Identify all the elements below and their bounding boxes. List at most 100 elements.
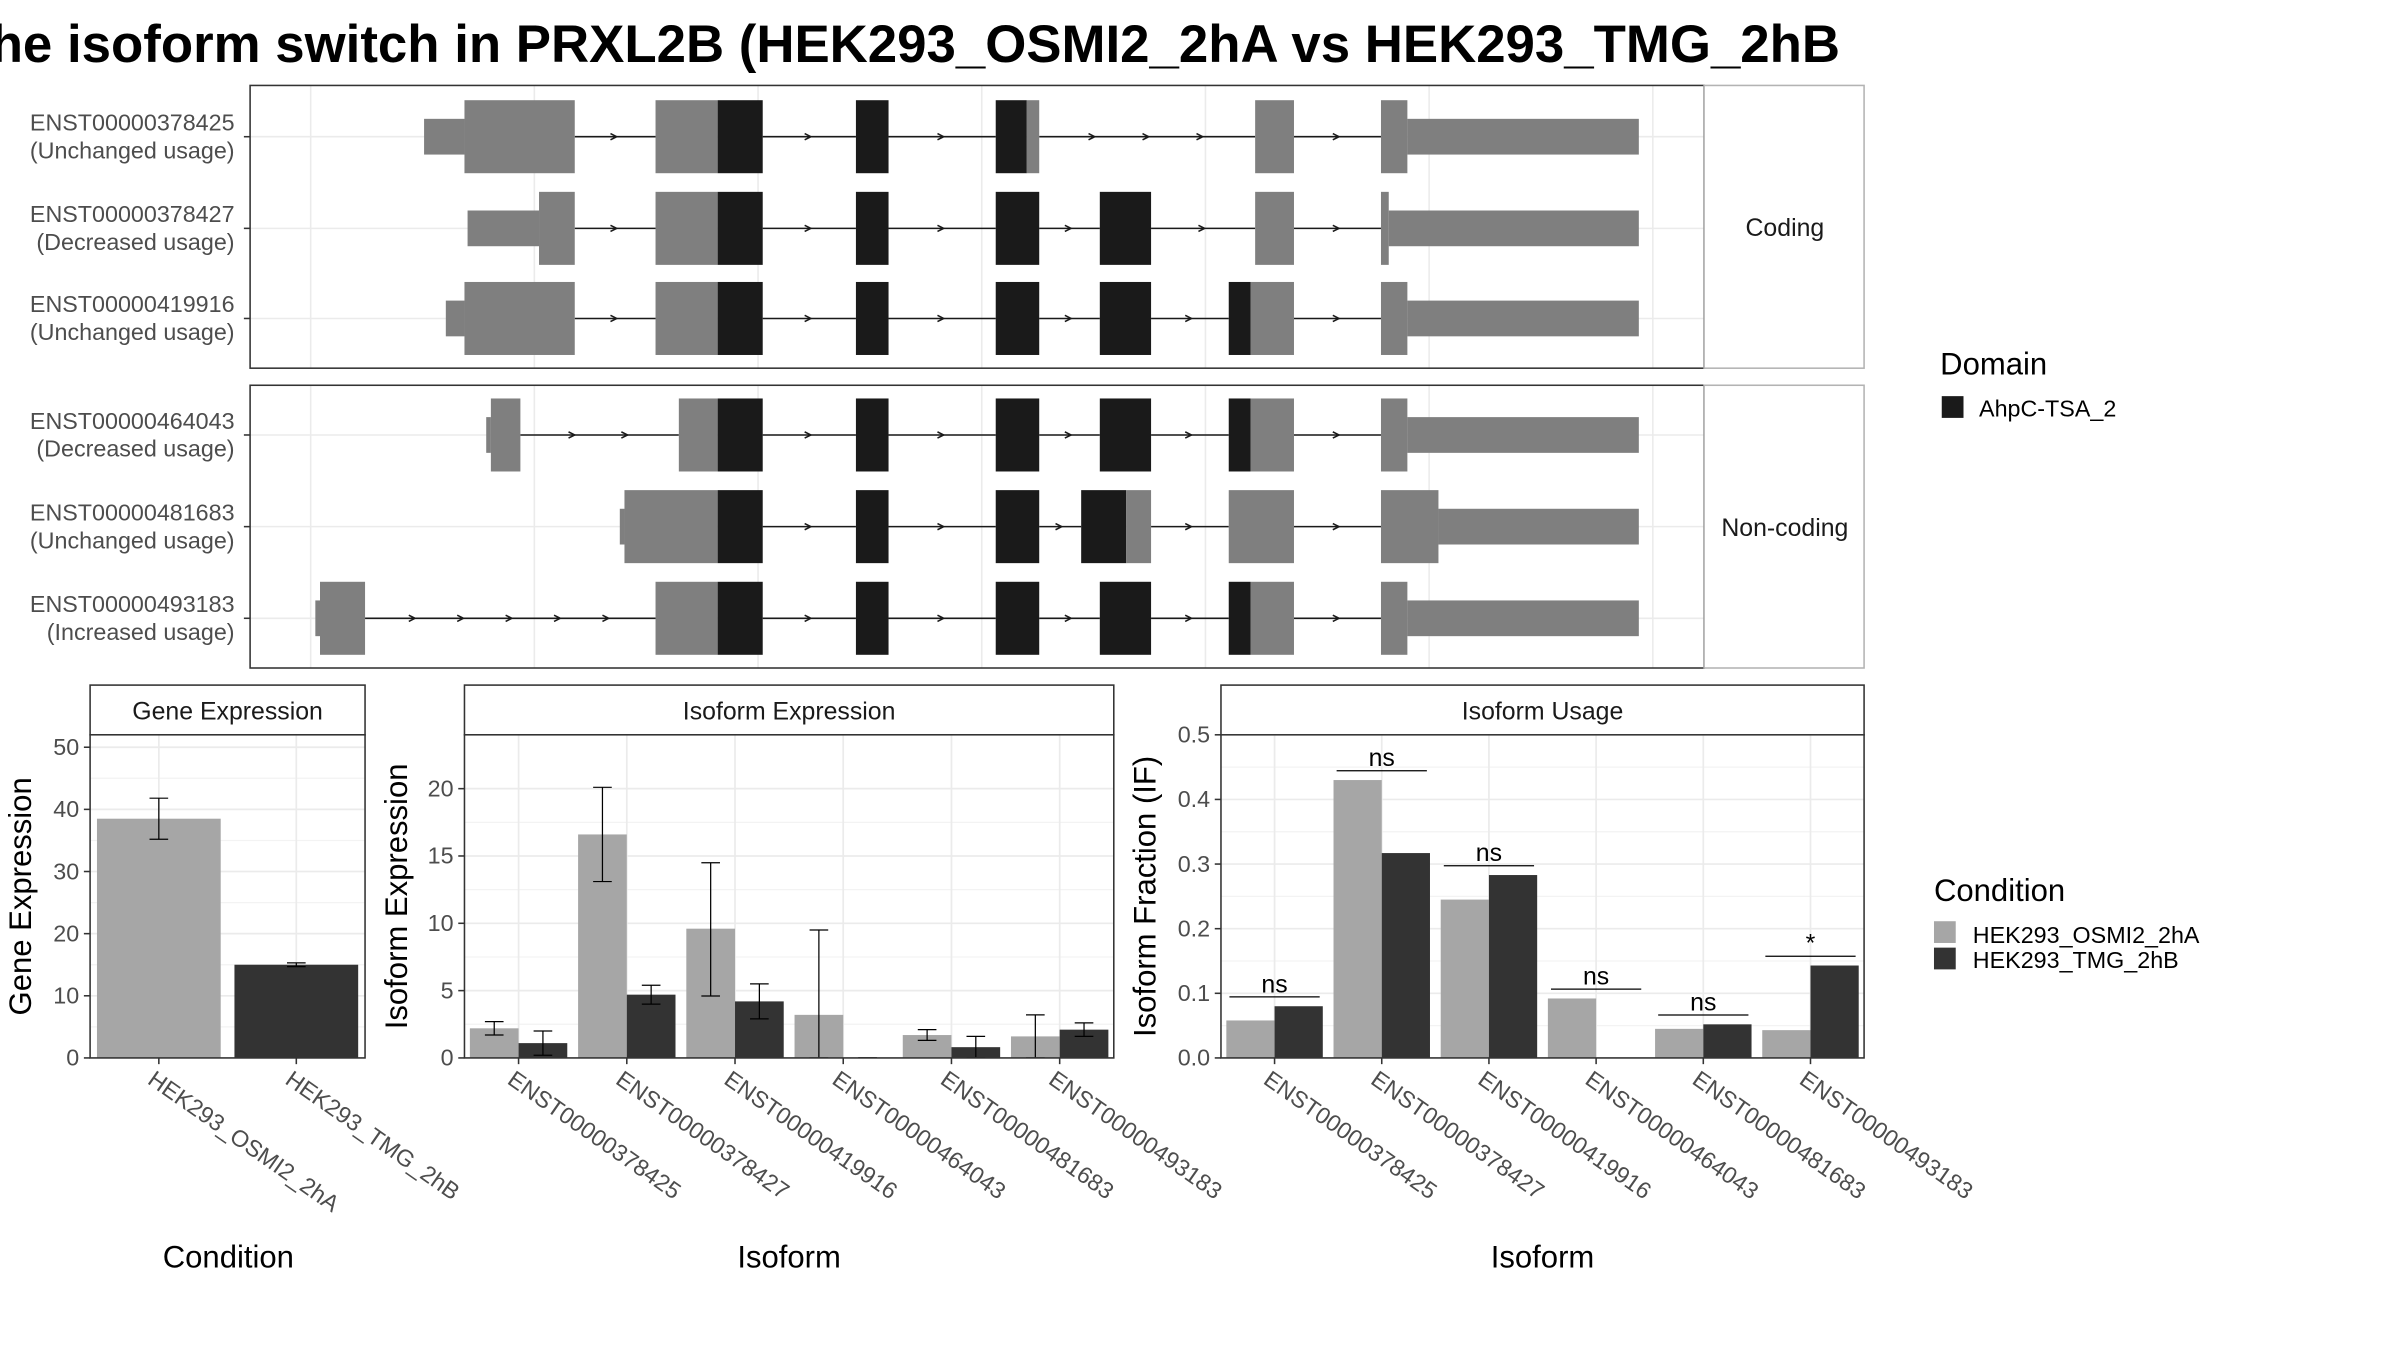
- domain-exon: [717, 191, 763, 265]
- y-tick-label: 0.4: [1178, 786, 1210, 812]
- coding-exon: [655, 281, 718, 355]
- intron-arrow: [621, 431, 630, 439]
- domain-exon: [1228, 398, 1251, 472]
- intron-arrow: [937, 522, 946, 531]
- y-tick-label: 0.5: [1178, 722, 1210, 748]
- bar: [1226, 1020, 1275, 1058]
- intron-arrow: [568, 431, 577, 439]
- x-tick-label: ENST00000419916: [1474, 1066, 1657, 1205]
- y-tick-label: 0.0: [1178, 1045, 1210, 1071]
- coding-exon: [655, 191, 718, 265]
- domain-exon: [717, 281, 763, 355]
- utr-exon: [1438, 508, 1639, 545]
- bar: [902, 1035, 952, 1058]
- coding-exon: [539, 191, 575, 265]
- coding-exon: [1380, 281, 1408, 355]
- intron-arrow: [804, 614, 813, 623]
- coding-exon: [1255, 191, 1294, 265]
- condition-legend-label-b: HEK293_TMG_2hB: [1973, 947, 2179, 973]
- intron-arrow: [610, 224, 619, 233]
- bar: [1440, 899, 1489, 1058]
- y-tick-label: 30: [53, 858, 79, 884]
- intron-arrow: [456, 614, 466, 623]
- transcript-label: ENST00000378427 (Decreased usage): [30, 201, 235, 255]
- intron-arrow: [1088, 132, 1097, 141]
- intron-arrow: [1332, 132, 1341, 141]
- bar: [1762, 1030, 1811, 1058]
- utr-exon: [1407, 600, 1639, 637]
- coding-exon: [624, 490, 718, 564]
- significance-label: ns: [1690, 989, 1716, 1016]
- intron-arrow: [610, 314, 619, 323]
- domain-exon: [995, 398, 1040, 472]
- bar: [96, 818, 221, 1058]
- transcript-id: ENST00000481683: [30, 499, 235, 525]
- intron-arrow: [1064, 224, 1073, 233]
- intron-arrow: [937, 132, 946, 141]
- utr-exon: [1388, 210, 1639, 247]
- significance-label: ns: [1583, 963, 1609, 990]
- x-axis-title: Isoform: [1491, 1240, 1595, 1275]
- intron-arrow: [1064, 314, 1073, 323]
- x-tick-label: ENST00000378425: [503, 1066, 686, 1205]
- x-axis-title: Condition: [163, 1240, 294, 1275]
- domain-exon: [855, 191, 889, 265]
- panel-title: Gene Expression: [132, 698, 323, 725]
- x-tick-label: ENST00000481683: [1688, 1066, 1871, 1205]
- x-tick-label: ENST00000419916: [720, 1066, 903, 1205]
- utr-exon: [424, 118, 465, 155]
- y-tick-label: 0: [441, 1045, 454, 1071]
- condition-legend: Condition HEK293_OSMI2_2hA HEK293_TMG_2h…: [1933, 873, 2200, 973]
- intron-arrow: [804, 431, 813, 439]
- coding-exon: [1250, 398, 1294, 472]
- domain-legend: Domain AhpC-TSA_2: [1940, 346, 2116, 421]
- y-axis-title: Isoform Expression: [379, 764, 414, 1030]
- utr-exon: [1407, 118, 1639, 155]
- bar: [626, 994, 676, 1058]
- intron-arrow: [804, 314, 813, 323]
- bar: [1810, 965, 1859, 1058]
- intron-arrow: [1064, 614, 1073, 623]
- y-tick-label: 0.2: [1178, 915, 1210, 941]
- intron-arrow: [1184, 614, 1194, 623]
- coding-exon: [655, 581, 718, 655]
- transcript-usage: (Unchanged usage): [30, 319, 235, 345]
- intron-arrow: [937, 431, 946, 439]
- isoform-usage-panel: Isoform Usage 0.0 0.1 0.2 0.3 0.4 0.5 ns ENST000…: [1128, 684, 1978, 1275]
- coding-exon: [1228, 490, 1294, 564]
- transcript-usage: (Unchanged usage): [30, 137, 235, 163]
- significance-label: *: [1806, 931, 1816, 958]
- intron-arrow: [1332, 224, 1341, 233]
- intron-arrow: [1332, 431, 1341, 439]
- coding-exon: [1380, 100, 1408, 174]
- y-tick-label: 40: [53, 796, 79, 822]
- bar: [1333, 780, 1382, 1058]
- utr-exon: [1407, 300, 1639, 337]
- domain-exon: [1228, 581, 1251, 655]
- bar: [1488, 875, 1538, 1058]
- transcript-usage: (Decreased usage): [36, 436, 234, 462]
- transcript-usage: (Decreased usage): [36, 229, 234, 255]
- facet-strip-label: Coding: [1745, 215, 1824, 242]
- domain-exon: [1081, 490, 1127, 564]
- panel-title: Isoform Usage: [1462, 698, 1624, 725]
- x-tick-label: ENST00000464043: [828, 1066, 1011, 1205]
- bar: [1381, 853, 1430, 1058]
- intron-arrow: [1064, 431, 1073, 439]
- intron-arrow: [937, 614, 946, 623]
- domain-exon: [995, 281, 1040, 355]
- intron-arrow: [1184, 522, 1194, 531]
- domain-legend-label: AhpC-TSA_2: [1979, 395, 2116, 421]
- y-tick-label: 10: [53, 983, 79, 1009]
- significance-label: ns: [1369, 745, 1395, 772]
- utr-exon: [486, 417, 491, 453]
- intron-arrow: [804, 522, 813, 531]
- transcript-usage: (Increased usage): [47, 619, 235, 645]
- coding-exon: [1380, 490, 1439, 564]
- domain-exon: [1099, 581, 1152, 655]
- transcript-usage: (Unchanged usage): [30, 527, 235, 553]
- y-tick-label: 0.3: [1178, 851, 1210, 877]
- y-tick-label: 0: [66, 1045, 79, 1071]
- coding-exon: [678, 398, 718, 472]
- y-axis-title: Isoform Fraction (IF): [1128, 756, 1163, 1037]
